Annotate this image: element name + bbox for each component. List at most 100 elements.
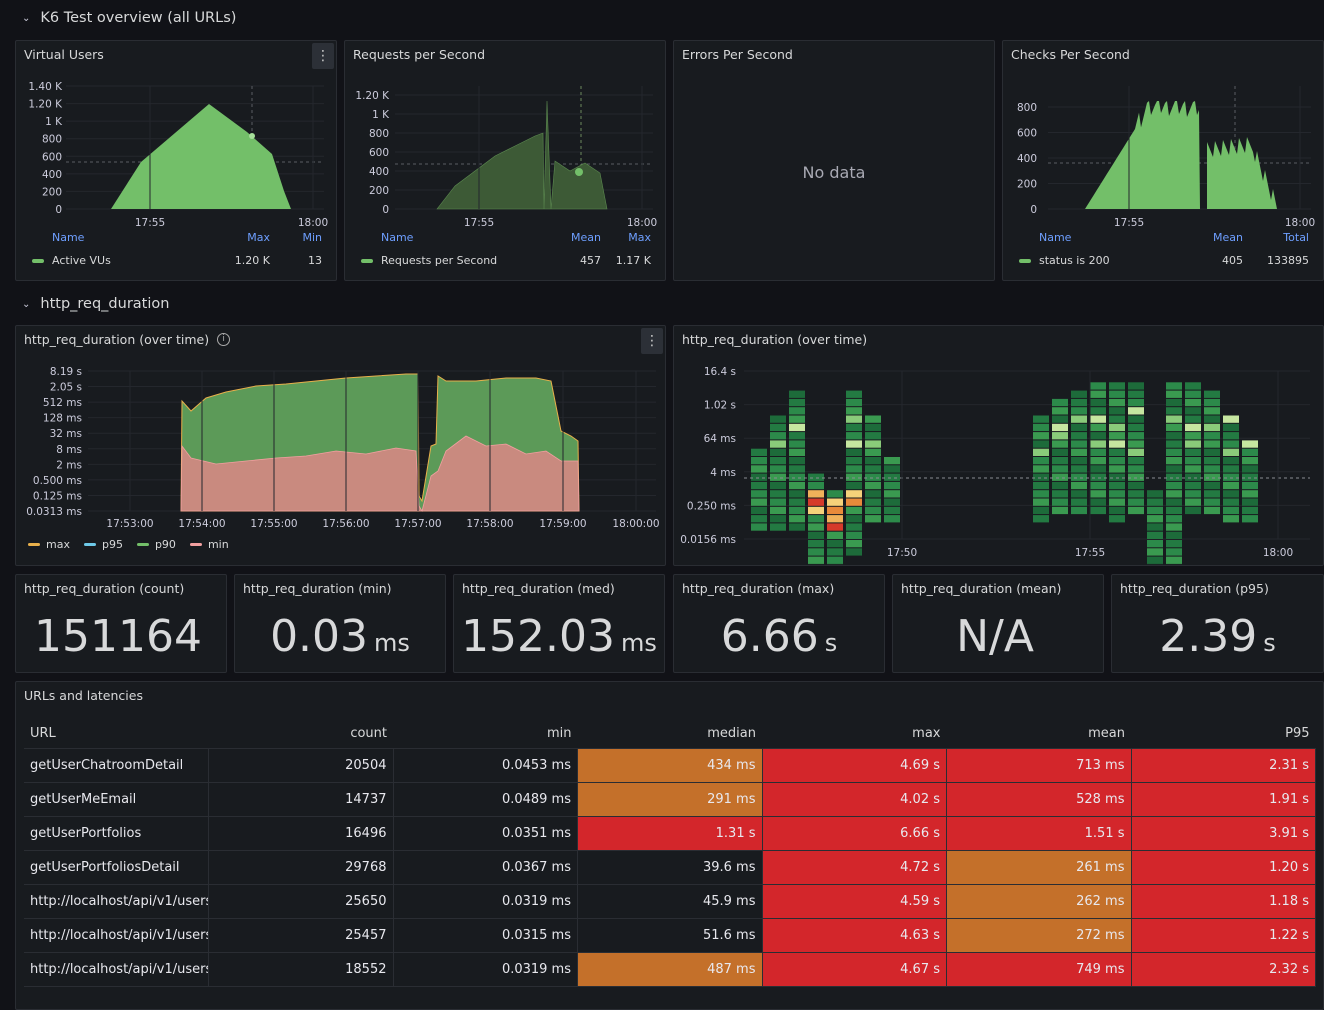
info-icon[interactable]: i — [217, 333, 231, 346]
table-row[interactable]: getUserPortfoliosDetail 29768 0.0367 ms 39.… — [24, 850, 1316, 885]
heatmap-cell — [1185, 465, 1201, 473]
legend-item-min[interactable]: min — [189, 538, 229, 551]
heatmap-cell — [884, 465, 900, 473]
legend-col-min[interactable]: Min — [302, 231, 322, 244]
legend-col-name[interactable]: Name — [52, 231, 85, 244]
heatmap-cell — [1204, 390, 1220, 398]
legend-col-name[interactable]: Name — [381, 231, 414, 244]
heatmap-cell — [770, 423, 786, 432]
heatmap-cell — [1223, 432, 1239, 440]
y-tick-label: 600 — [369, 147, 389, 159]
table-row[interactable]: getUserPortfolios 16496 0.0351 ms 1.31 s 6.6… — [24, 816, 1316, 851]
heatmap-cell — [884, 498, 900, 506]
table-row[interactable]: getUserChatroomDetail 20504 0.0453 ms 434 m… — [24, 748, 1316, 783]
row-header-overview[interactable]: ⌄ K6 Test overview (all URLs) — [22, 6, 236, 30]
heatmap-cell — [1090, 432, 1106, 440]
heatmap-cell — [1090, 423, 1106, 432]
y-tick-label: 2.05 s — [50, 382, 82, 394]
heatmap-cell — [789, 448, 805, 456]
legend-col-total[interactable]: Total — [1283, 231, 1309, 244]
heatmap-cell — [770, 457, 786, 465]
heatmap-cell — [1166, 498, 1182, 506]
cell-max: 4.63 s — [762, 918, 947, 953]
heatmap-cell — [1033, 448, 1049, 456]
heatmap-cell — [827, 540, 843, 548]
legend-item-p90[interactable]: p90 — [136, 538, 176, 551]
cell-p95: 1.20 s — [1131, 850, 1316, 885]
legend-row[interactable]: status is 200 405 133895 — [1003, 254, 1323, 267]
cell-p95: 1.18 s — [1131, 884, 1316, 919]
heatmap-cell — [1204, 465, 1220, 473]
column-header-max[interactable]: max — [762, 720, 947, 749]
rps-chart: 1.20 K 1 K 800 600 400 200 0 17:55 18:00 — [355, 86, 657, 229]
legend-item-max[interactable]: max — [28, 538, 70, 551]
heatmap-cell — [1166, 473, 1182, 481]
vus-chart: 1.40 K 1.20 K 1 K 800 600 400 200 0 17:55 18:00 — [28, 81, 328, 229]
column-header-count[interactable]: count — [208, 720, 393, 749]
heatmap-cell — [1071, 506, 1087, 515]
table-row[interactable]: http://localhost/api/v1/users 25650 0.0319… — [24, 884, 1316, 919]
heatmap-cell — [1128, 432, 1144, 440]
legend-col-max[interactable]: Max — [628, 231, 651, 244]
heatmap-cell — [1071, 440, 1087, 448]
heatmap-cell — [1185, 423, 1201, 432]
legend-row[interactable]: Active VUs 1.20 K 13 — [16, 254, 336, 267]
heatmap-cell — [1071, 407, 1087, 415]
column-header-p95[interactable]: P95 — [1131, 720, 1316, 749]
heatmap-cell — [1166, 523, 1182, 531]
heatmap-cell — [1128, 465, 1144, 473]
heatmap-cell — [1204, 498, 1220, 506]
column-header-min[interactable]: min — [393, 720, 578, 749]
series-swatch — [361, 258, 373, 263]
heatmap-cell — [808, 523, 824, 531]
legend-col-max[interactable]: Max — [247, 231, 270, 244]
series-swatch — [136, 543, 149, 546]
heatmap-cell — [865, 498, 881, 506]
heatmap-cell — [1052, 473, 1068, 481]
heatmap-cell — [770, 440, 786, 448]
heatmap-cell — [789, 465, 805, 473]
panel-title: http_req_duration (max) — [682, 581, 835, 596]
panel-menu-button[interactable]: ⋮ — [641, 328, 663, 354]
legend-row[interactable]: Requests per Second 457 1.17 K — [345, 254, 665, 267]
y-tick-label: 400 — [42, 169, 62, 181]
stat-unit: ms — [374, 629, 410, 657]
heatmap-cell — [884, 506, 900, 515]
column-header-url[interactable]: URL — [24, 720, 209, 749]
heatmap-cell — [1052, 498, 1068, 506]
y-tick-label: 32 ms — [50, 428, 82, 440]
heatmap-cell — [846, 506, 862, 515]
heatmap-cell — [884, 457, 900, 465]
legend-col-mean[interactable]: Mean — [571, 231, 601, 244]
table-row[interactable]: http://localhost/api/v1/users, 18552 0.031… — [24, 952, 1316, 987]
cell-mean: 272 ms — [946, 918, 1132, 953]
legend-col-name[interactable]: Name — [1039, 231, 1072, 244]
table-row[interactable]: http://localhost/api/v1/users, 25457 0.031… — [24, 918, 1316, 953]
heatmap-cell — [1147, 531, 1163, 539]
panel-menu-button[interactable]: ⋮ — [312, 43, 334, 69]
heatmap-cell — [1166, 432, 1182, 440]
heatmap-cell — [1147, 490, 1163, 498]
heatmap-cell — [1109, 415, 1125, 423]
heatmap-cell — [1109, 432, 1125, 440]
table-row[interactable]: getUserMeEmail 14737 0.0489 ms 291 ms 4.02 s… — [24, 782, 1316, 817]
heatmap-cell — [846, 548, 862, 556]
column-header-mean[interactable]: mean — [946, 720, 1131, 749]
y-tick-label: 64 ms — [704, 433, 736, 445]
row-header-duration[interactable]: ⌄ http_req_duration — [22, 292, 169, 316]
cell-median: 434 ms — [577, 748, 763, 783]
heatmap-cell — [1128, 457, 1144, 465]
heatmap-cell — [1052, 415, 1068, 423]
vus-area — [111, 104, 291, 209]
heatmap-cell — [846, 398, 862, 407]
heatmap-cell — [808, 564, 824, 565]
cell-p95: 2.32 s — [1131, 952, 1316, 987]
heatmap-cell — [1090, 390, 1106, 398]
heatmap-cell — [1166, 398, 1182, 407]
legend-col-mean[interactable]: Mean — [1213, 231, 1243, 244]
heatmap-cell — [1109, 515, 1125, 523]
heatmap-cell — [827, 515, 843, 523]
column-header-median[interactable]: median — [577, 720, 762, 749]
heatmap-cell — [808, 531, 824, 539]
legend-item-p95[interactable]: p95 — [83, 538, 123, 551]
